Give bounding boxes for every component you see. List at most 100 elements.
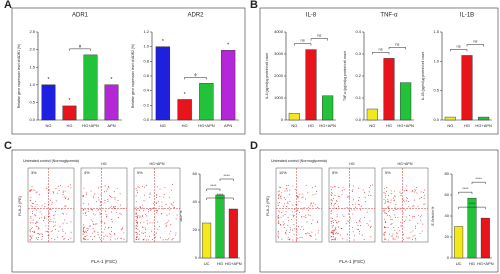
event-dot (366, 223, 368, 224)
event-dot (51, 202, 53, 204)
event-dot (143, 200, 145, 202)
event-dot (358, 200, 359, 201)
event-dot (343, 189, 345, 191)
event-dot (91, 209, 93, 211)
event-dot (286, 230, 288, 232)
x-tick-label: HG+APN (319, 123, 336, 128)
y-tick-label: 0 (281, 117, 284, 122)
event-dot (314, 204, 316, 206)
event-dot (405, 200, 407, 202)
event-dot (97, 208, 99, 210)
event-dot (358, 233, 360, 235)
event-dot (312, 202, 314, 204)
bar (478, 116, 490, 121)
event-dot (58, 230, 60, 232)
event-dot (100, 239, 102, 241)
event-dot (302, 196, 304, 198)
panel-label: A (4, 0, 12, 11)
y-tick-label: 0.1 (355, 95, 361, 100)
event-dot (102, 231, 104, 233)
event-dot (394, 199, 396, 201)
event-dot (142, 207, 144, 209)
event-dot (166, 214, 168, 216)
event-dot (135, 213, 137, 215)
event-dot (346, 220, 348, 222)
event-dot (143, 210, 145, 212)
event-dot (64, 219, 66, 221)
event-dot (307, 206, 309, 208)
bar (228, 208, 238, 259)
event-dot (138, 238, 140, 240)
event-dot (42, 234, 43, 236)
event-dot (338, 206, 339, 207)
y-tick-label: 0 (447, 255, 450, 260)
event-dot (156, 195, 158, 197)
event-dot (397, 236, 399, 238)
event-dot (34, 231, 35, 232)
event-dot (141, 232, 143, 234)
event-dot (414, 234, 416, 236)
event-dot (62, 191, 64, 193)
event-dot (351, 208, 353, 210)
event-dot (413, 199, 415, 201)
event-dot (136, 189, 138, 191)
event-dot (154, 216, 156, 218)
chart-title: IL-8 (306, 13, 317, 19)
event-dot (298, 196, 300, 197)
event-dot (172, 202, 174, 204)
event-dot (111, 197, 113, 199)
y-tick-label: 20 (445, 234, 450, 239)
y-tick-label: 1.5 (29, 64, 35, 69)
event-dot (135, 220, 137, 222)
event-dot (348, 221, 350, 223)
event-dot (44, 205, 46, 207)
event-dot (117, 238, 119, 240)
event-dot (336, 215, 338, 217)
event-dot (423, 192, 424, 193)
event-dot (297, 197, 299, 199)
event-dot (298, 201, 300, 203)
event-dot (335, 202, 336, 204)
event-dot (171, 184, 173, 186)
y-tick-label: 4000 (274, 29, 284, 34)
event-dot (282, 221, 284, 223)
x-tick-label: NG (291, 123, 297, 128)
event-dot (284, 232, 286, 234)
event-dot (357, 204, 359, 205)
event-dot (285, 188, 287, 190)
event-dot (277, 215, 279, 217)
event-dot (55, 200, 57, 202)
event-dot (358, 220, 360, 222)
bracket (458, 206, 486, 210)
event-dot (92, 220, 94, 222)
event-dot (385, 200, 386, 202)
event-dot (67, 198, 69, 200)
event-dot (318, 230, 320, 232)
event-dot (357, 229, 359, 230)
event-dot (352, 185, 354, 187)
event-dot (282, 224, 284, 226)
event-dot (290, 229, 291, 231)
event-dot (99, 221, 101, 223)
event-dot (98, 199, 100, 201)
bar (83, 54, 98, 121)
y-tick-label: 0.6 (143, 73, 149, 78)
event-dot (415, 239, 417, 241)
event-dot (331, 225, 333, 227)
event-dot (90, 235, 92, 237)
event-dot (155, 203, 157, 205)
event-dot (86, 235, 88, 237)
event-dot (36, 191, 38, 193)
event-dot (52, 192, 54, 194)
event-dot (35, 205, 37, 207)
event-dot (390, 216, 392, 218)
event-dot (331, 231, 332, 233)
event-dot (285, 233, 287, 235)
x-tick-label: NG (369, 123, 375, 128)
event-dot (136, 239, 138, 241)
event-dot (342, 238, 344, 240)
event-dot (104, 210, 106, 212)
event-dot (142, 238, 144, 240)
event-dot (282, 215, 284, 217)
significance-mark: * (227, 43, 229, 49)
